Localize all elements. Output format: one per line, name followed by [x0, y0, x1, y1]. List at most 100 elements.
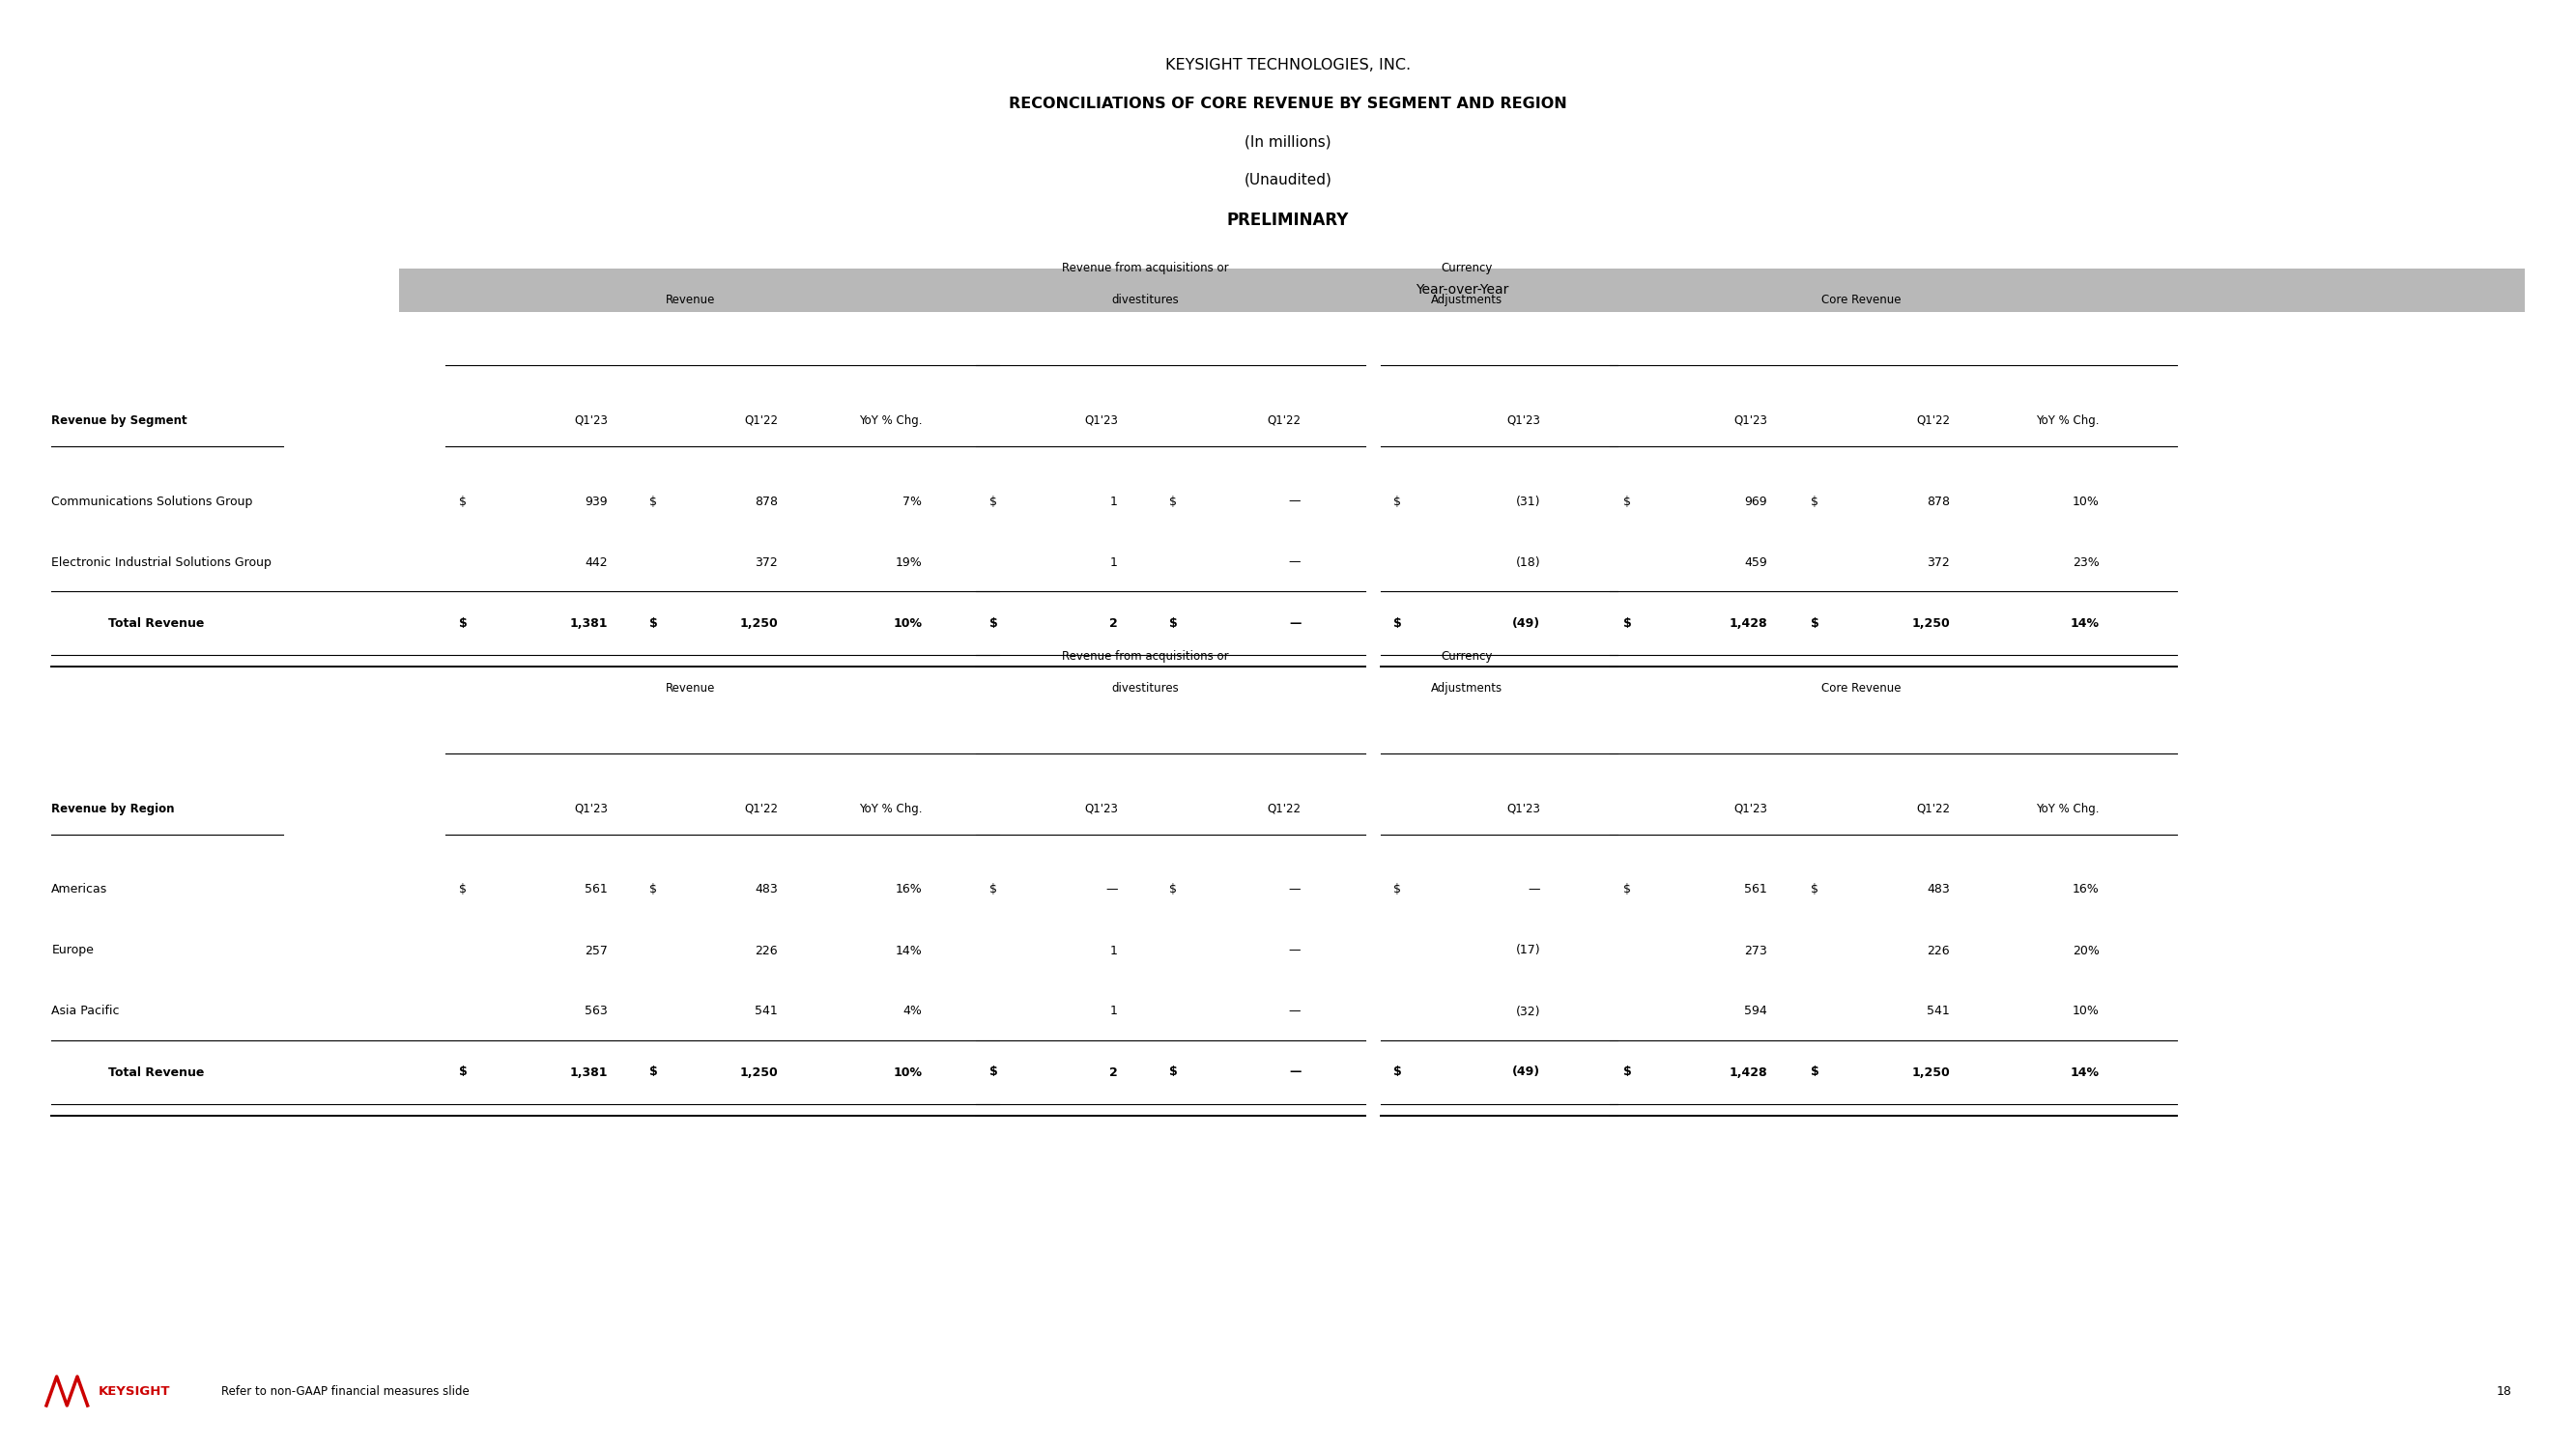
Text: 878: 878 [1927, 496, 1950, 507]
Text: $: $ [1170, 617, 1177, 629]
Text: YoY % Chg.: YoY % Chg. [2035, 414, 2099, 426]
Text: Asia Pacific: Asia Pacific [52, 1006, 118, 1017]
Text: YoY % Chg.: YoY % Chg. [858, 414, 922, 426]
Text: Q1'22: Q1'22 [744, 414, 778, 426]
Text: Q1'23: Q1'23 [1507, 803, 1540, 814]
Text: $: $ [459, 496, 466, 507]
Text: 372: 372 [1927, 556, 1950, 568]
Text: PRELIMINARY: PRELIMINARY [1226, 212, 1350, 229]
Text: 4%: 4% [904, 1006, 922, 1017]
Text: 226: 226 [1927, 945, 1950, 956]
Text: —: — [1288, 945, 1301, 956]
FancyBboxPatch shape [399, 268, 2524, 312]
Text: Q1'22: Q1'22 [1917, 803, 1950, 814]
Text: 10%: 10% [2074, 496, 2099, 507]
Text: 16%: 16% [2074, 884, 2099, 895]
Text: —: — [1288, 1066, 1301, 1078]
Text: 1: 1 [1110, 496, 1118, 507]
Text: —: — [1288, 496, 1301, 507]
Text: $: $ [1623, 617, 1631, 629]
Text: Communications Solutions Group: Communications Solutions Group [52, 496, 252, 507]
Text: 14%: 14% [2071, 1066, 2099, 1078]
Text: 1,428: 1,428 [1728, 1066, 1767, 1078]
Text: 7%: 7% [902, 496, 922, 507]
Text: Core Revenue: Core Revenue [1821, 294, 1901, 306]
Text: (17): (17) [1515, 945, 1540, 956]
Text: $: $ [1170, 496, 1177, 507]
Text: 1: 1 [1110, 1006, 1118, 1017]
Text: Total Revenue: Total Revenue [108, 617, 204, 629]
Text: $: $ [1623, 884, 1631, 895]
Text: Revenue by Segment: Revenue by Segment [52, 414, 188, 426]
Text: Q1'22: Q1'22 [744, 803, 778, 814]
Text: 442: 442 [585, 556, 608, 568]
Text: Europe: Europe [52, 945, 93, 956]
Text: Revenue from acquisitions or: Revenue from acquisitions or [1061, 262, 1229, 274]
Text: (49): (49) [1512, 1066, 1540, 1078]
Text: Total Revenue: Total Revenue [108, 1066, 204, 1078]
Text: $: $ [1394, 884, 1401, 895]
Text: 1,381: 1,381 [569, 617, 608, 629]
Text: Adjustments: Adjustments [1432, 682, 1502, 694]
Text: (18): (18) [1515, 556, 1540, 568]
Text: Q1'23: Q1'23 [1507, 414, 1540, 426]
Text: Americas: Americas [52, 884, 108, 895]
Text: Q1'23: Q1'23 [574, 803, 608, 814]
Text: $: $ [1623, 496, 1631, 507]
Text: —: — [1528, 884, 1540, 895]
Text: 23%: 23% [2074, 556, 2099, 568]
Text: 372: 372 [755, 556, 778, 568]
Text: 561: 561 [585, 884, 608, 895]
Text: $: $ [1811, 884, 1819, 895]
Text: Q1'22: Q1'22 [1267, 803, 1301, 814]
Text: 1,428: 1,428 [1728, 617, 1767, 629]
Text: —: — [1288, 617, 1301, 629]
Text: 2: 2 [1110, 617, 1118, 629]
Text: (31): (31) [1515, 496, 1540, 507]
Text: $: $ [1394, 617, 1401, 629]
Text: 10%: 10% [2074, 1006, 2099, 1017]
Text: 1,250: 1,250 [739, 1066, 778, 1078]
Text: Currency: Currency [1440, 651, 1494, 662]
Text: Q1'23: Q1'23 [1734, 414, 1767, 426]
Text: $: $ [649, 496, 657, 507]
Text: Q1'23: Q1'23 [1734, 803, 1767, 814]
Text: (Unaudited): (Unaudited) [1244, 172, 1332, 187]
Text: $: $ [459, 617, 466, 629]
Text: $: $ [1811, 617, 1819, 629]
Text: Adjustments: Adjustments [1432, 294, 1502, 306]
Text: KEYSIGHT: KEYSIGHT [98, 1385, 170, 1397]
Text: Q1'23: Q1'23 [574, 414, 608, 426]
Text: KEYSIGHT TECHNOLOGIES, INC.: KEYSIGHT TECHNOLOGIES, INC. [1164, 58, 1412, 72]
Text: Q1'23: Q1'23 [1084, 414, 1118, 426]
Text: $: $ [1170, 884, 1177, 895]
Text: 1,381: 1,381 [569, 1066, 608, 1078]
Text: Q1'22: Q1'22 [1267, 414, 1301, 426]
Text: $: $ [1394, 496, 1401, 507]
Text: $: $ [989, 496, 997, 507]
Text: $: $ [1811, 496, 1819, 507]
Text: 563: 563 [585, 1006, 608, 1017]
Text: 541: 541 [1927, 1006, 1950, 1017]
Text: YoY % Chg.: YoY % Chg. [858, 803, 922, 814]
Text: Revenue by Region: Revenue by Region [52, 803, 175, 814]
Text: Electronic Industrial Solutions Group: Electronic Industrial Solutions Group [52, 556, 270, 568]
Text: RECONCILIATIONS OF CORE REVENUE BY SEGMENT AND REGION: RECONCILIATIONS OF CORE REVENUE BY SEGME… [1010, 97, 1566, 112]
Text: 459: 459 [1744, 556, 1767, 568]
Text: $: $ [649, 1066, 657, 1078]
Text: 561: 561 [1744, 884, 1767, 895]
Text: 14%: 14% [896, 945, 922, 956]
Text: Core Revenue: Core Revenue [1821, 682, 1901, 694]
Text: Q1'23: Q1'23 [1084, 803, 1118, 814]
Text: 20%: 20% [2074, 945, 2099, 956]
Text: 18: 18 [2496, 1385, 2512, 1397]
Text: Refer to non-GAAP financial measures slide: Refer to non-GAAP financial measures sli… [222, 1385, 469, 1397]
Text: 10%: 10% [894, 617, 922, 629]
Text: Revenue: Revenue [665, 294, 716, 306]
Text: 226: 226 [755, 945, 778, 956]
Text: 969: 969 [1744, 496, 1767, 507]
Text: 594: 594 [1744, 1006, 1767, 1017]
Text: 939: 939 [585, 496, 608, 507]
Text: 483: 483 [755, 884, 778, 895]
Text: 483: 483 [1927, 884, 1950, 895]
